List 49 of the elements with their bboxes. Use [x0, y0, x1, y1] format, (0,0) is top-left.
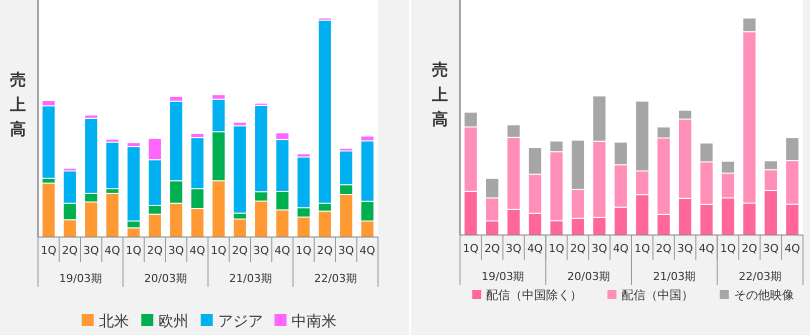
x-tick-label: 1Q — [720, 242, 736, 255]
x-tick-label: 4Q — [784, 242, 800, 255]
x-tick-label: 1Q — [462, 242, 479, 255]
x-tick-label: 4Q — [274, 244, 291, 257]
y-axis-title: 売上高 — [9, 70, 26, 139]
x-tick-label: 3Q — [253, 244, 270, 257]
text: 20/03期 — [567, 270, 610, 283]
x-tick-label: 3Q — [338, 244, 354, 257]
x-tick-label: 4Q — [360, 244, 376, 257]
x-tick-label: 1Q — [634, 242, 650, 255]
text: 22/03期 — [738, 270, 782, 283]
legend-label: 欧州 — [158, 312, 188, 330]
x-tick-label: 3Q — [677, 242, 694, 255]
x-tick-label: 3Q — [592, 242, 608, 255]
x-tick-label: 1Q — [40, 244, 57, 257]
text: 19/03期 — [59, 272, 102, 285]
x-tick-label: 1Q — [548, 242, 565, 255]
x-tick-label: 4Q — [104, 244, 121, 257]
x-tick-label: 3Q — [506, 242, 522, 255]
x-tick-label: 2Q — [484, 242, 500, 255]
x-tick-label: 4Q — [527, 242, 544, 255]
text: 21/03期 — [229, 272, 272, 285]
legend-label: 中南米 — [292, 312, 336, 330]
y-axis-title: 売上高 — [431, 60, 448, 129]
x-tick-label: 1Q — [296, 244, 312, 257]
x-tick-label: 3Q — [168, 244, 184, 257]
text: 21/03期 — [653, 270, 696, 283]
text: 19/03期 — [482, 270, 524, 283]
legend-label: 配信（中国） — [621, 288, 694, 302]
x-tick-label: 2Q — [570, 242, 586, 255]
x-tick-label: 2Q — [742, 242, 758, 255]
x-tick-label: 2Q — [232, 244, 248, 257]
x-tick-label: 2Q — [317, 244, 334, 257]
x-tick-label: 4Q — [612, 242, 629, 255]
x-tick-label: 2Q — [147, 244, 164, 257]
x-tick-label: 2Q — [656, 242, 672, 255]
x-tick-label: 1Q — [126, 244, 142, 257]
legend-label: 北米 — [98, 312, 129, 330]
legend-label: 配信（中国除く） — [486, 288, 582, 302]
legend-label: その他映像 — [734, 288, 794, 302]
x-tick-label: 1Q — [210, 244, 227, 257]
x-tick-label: 4Q — [190, 244, 206, 257]
x-tick-label: 4Q — [698, 242, 715, 255]
x-tick-label: 2Q — [62, 244, 78, 257]
x-tick-label: 3Q — [83, 244, 100, 257]
text: 20/03期 — [144, 272, 187, 285]
x-tick-label: 3Q — [763, 242, 780, 255]
text: 22/03期 — [314, 272, 357, 285]
legend-label: アジア — [218, 312, 263, 330]
